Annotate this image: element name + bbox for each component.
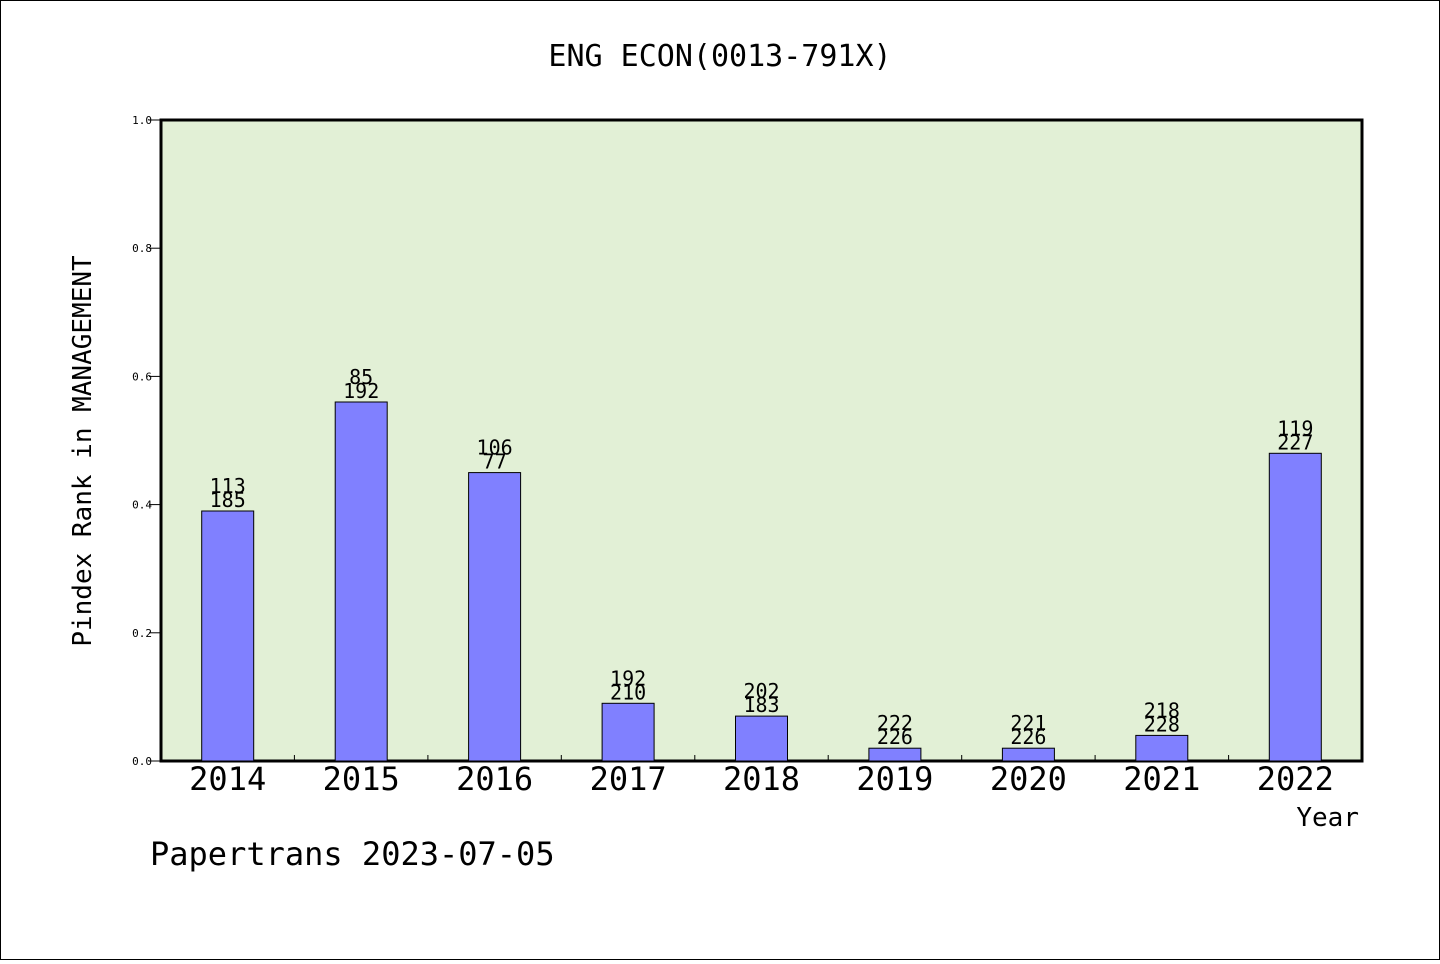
- x-tick-label: 2014: [189, 760, 266, 798]
- x-tick-label: 2017: [590, 760, 667, 798]
- y-tick-label: 0.6: [132, 370, 152, 383]
- x-tick-label: 2016: [456, 760, 533, 798]
- bar: [601, 702, 655, 762]
- bar: [735, 715, 788, 762]
- bar-label-top: 106: [477, 436, 513, 460]
- bar-label-top: 202: [743, 679, 779, 703]
- bar-label-bottom: 185: [210, 488, 246, 512]
- bar: [334, 401, 388, 762]
- bar: [468, 472, 522, 762]
- x-axis: 2014 2015 2016 2017 2018 2019 2020 2021 2022: [189, 755, 1334, 798]
- x-tick-label: 2022: [1257, 760, 1334, 798]
- y-tick-label: 0.2: [132, 627, 152, 640]
- chart-title: ENG ECON(0013-791X): [548, 39, 891, 74]
- bar: [1001, 747, 1055, 762]
- bar-label-top: 221: [1010, 711, 1046, 735]
- y-tick-label: 0.8: [132, 242, 152, 255]
- bar: [1135, 734, 1189, 762]
- bar-label-top: 192: [610, 666, 646, 690]
- bar: [868, 747, 922, 762]
- bar-label-top: 222: [877, 711, 913, 735]
- bar-label-bottom: 226: [877, 725, 913, 749]
- bar-label-bottom: 210: [610, 680, 646, 704]
- bar-label-bottom: 192: [343, 379, 379, 403]
- bar-label-top: 119: [1277, 416, 1313, 440]
- y-axis: 0.0 0.2 0.4 0.6 0.8 1.0: [132, 114, 161, 768]
- x-tick-label: 2019: [856, 760, 933, 798]
- bar-label-bottom: 227: [1277, 430, 1313, 454]
- footer-text: Papertrans 2023-07-05: [150, 835, 555, 873]
- bar-label-bottom: 77: [483, 450, 507, 474]
- y-tick-label: 0.0: [132, 755, 152, 768]
- x-tick-label: 2018: [723, 760, 800, 798]
- x-tick-label: 2020: [990, 760, 1067, 798]
- bar: [201, 510, 255, 762]
- bar: [1268, 452, 1322, 762]
- y-axis-label: Pindex Rank in MANAGEMENT: [68, 255, 98, 647]
- bar-label-bottom: 226: [1010, 725, 1046, 749]
- x-tick-label: 2021: [1123, 760, 1200, 798]
- y-tick-label: 1.0: [132, 114, 152, 127]
- x-tick-label: 2015: [323, 760, 400, 798]
- bar-label-bottom: 228: [1144, 712, 1180, 736]
- bar-label-bottom: 183: [743, 693, 779, 717]
- x-axis-label: Year: [1296, 803, 1359, 833]
- y-tick-label: 0.4: [132, 499, 152, 512]
- bar-label-top: 113: [210, 474, 246, 498]
- bar-label-top: 85: [349, 365, 373, 389]
- bar-label-top: 218: [1144, 698, 1180, 722]
